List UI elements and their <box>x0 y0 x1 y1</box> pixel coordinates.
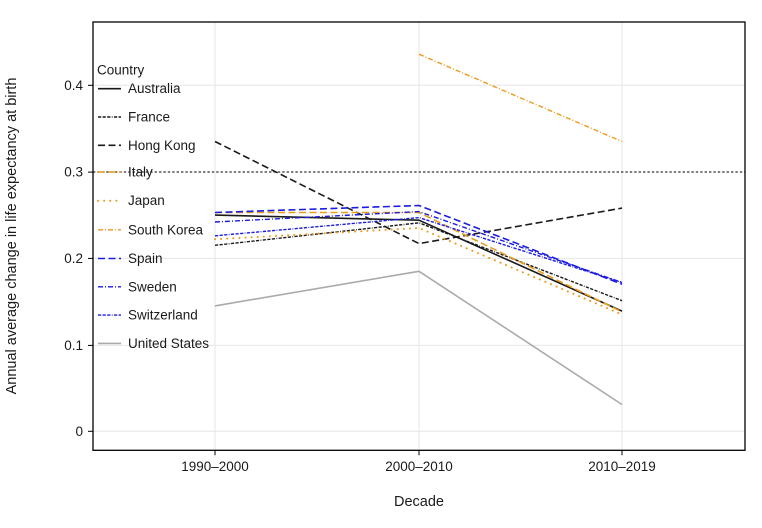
svg-text:Australia: Australia <box>128 81 181 96</box>
svg-text:Switzerland: Switzerland <box>128 308 198 323</box>
svg-text:2000–2010: 2000–2010 <box>385 459 453 474</box>
svg-text:1990–2000: 1990–2000 <box>181 459 249 474</box>
svg-text:Annual average change in life: Annual average change in life expectancy… <box>4 78 20 395</box>
svg-text:Hong Kong: Hong Kong <box>128 138 196 153</box>
svg-text:Italy: Italy <box>128 165 153 180</box>
svg-text:0.3: 0.3 <box>64 165 83 180</box>
svg-text:0: 0 <box>75 424 83 439</box>
svg-text:0.1: 0.1 <box>64 338 83 353</box>
svg-text:South Korea: South Korea <box>128 222 204 237</box>
svg-text:0.2: 0.2 <box>64 251 83 266</box>
svg-text:0.4: 0.4 <box>64 78 83 93</box>
svg-text:Japan: Japan <box>128 193 165 208</box>
svg-text:2010–2019: 2010–2019 <box>588 459 656 474</box>
svg-text:United States: United States <box>128 336 209 351</box>
svg-text:France: France <box>128 110 170 125</box>
svg-text:Spain: Spain <box>128 251 163 266</box>
svg-text:Decade: Decade <box>394 494 444 510</box>
svg-text:Sweden: Sweden <box>128 279 177 294</box>
svg-text:Country: Country <box>97 63 145 78</box>
